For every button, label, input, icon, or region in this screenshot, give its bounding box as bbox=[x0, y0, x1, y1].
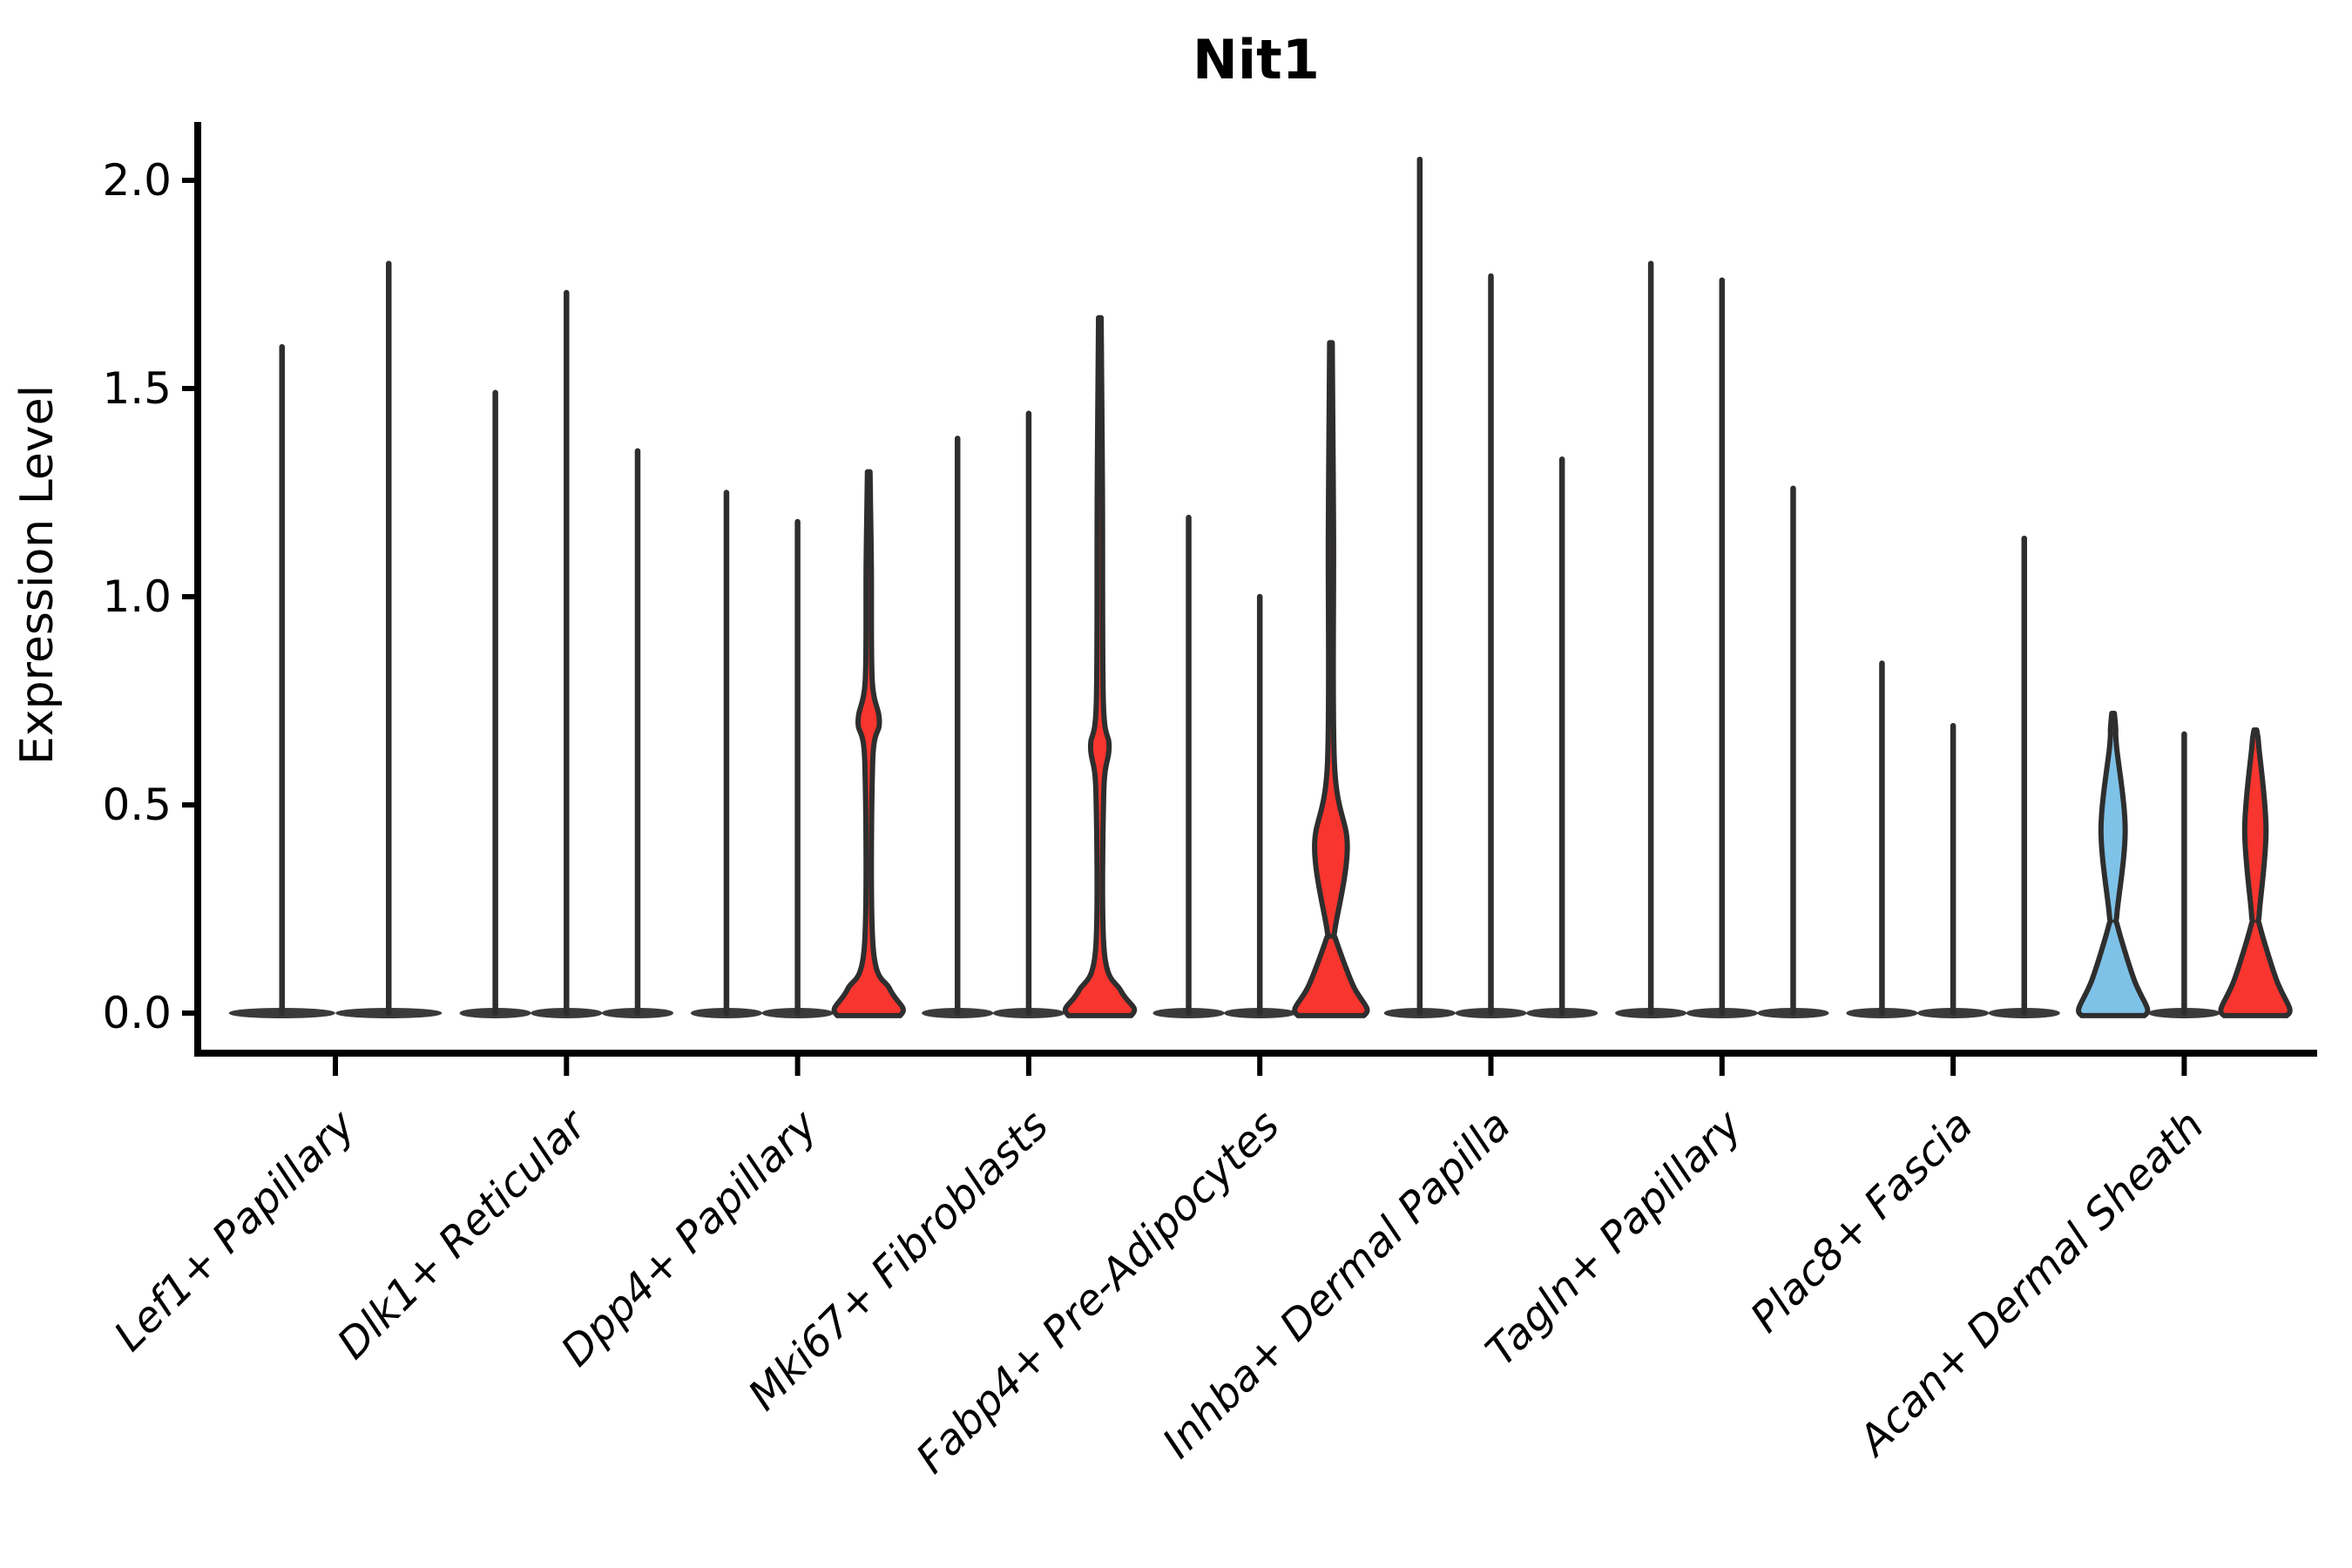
y-tick-label: 2.0 bbox=[102, 155, 172, 206]
violin-filled-red bbox=[831, 469, 906, 1018]
x-tick-label-fabp4-pre-adipocytes: Fabp4+ Pre-Adipocytes bbox=[907, 1101, 1289, 1484]
x-tick-label-tagln-papillary: Tagln+ Papillary bbox=[1477, 1100, 1752, 1375]
y-tick-label: 0.0 bbox=[102, 988, 172, 1038]
x-tick-label-plac8-fascia: Plac8+ Fascia bbox=[1741, 1101, 1983, 1342]
violin-filled-red bbox=[1062, 314, 1138, 1018]
y-tick-label: 1.5 bbox=[102, 363, 172, 414]
chart-title: Nit1 bbox=[1193, 28, 1320, 91]
x-tick-label-dlk1-reticular: Dlk1+ Reticular bbox=[328, 1099, 598, 1369]
y-tick-label: 1.0 bbox=[102, 571, 172, 622]
y-axis-label: Expression Level bbox=[11, 385, 64, 765]
x-tick-label-dpp4-papillary: Dpp4+ Papillary bbox=[551, 1100, 827, 1375]
violin-filled-red bbox=[2218, 727, 2293, 1018]
x-tick-label-lef1-papillary: Lef1+ Papillary bbox=[105, 1100, 365, 1361]
violin-filled-red bbox=[1292, 340, 1370, 1018]
violin-filled-blue bbox=[2076, 710, 2151, 1018]
y-tick-label: 0.5 bbox=[102, 780, 172, 830]
